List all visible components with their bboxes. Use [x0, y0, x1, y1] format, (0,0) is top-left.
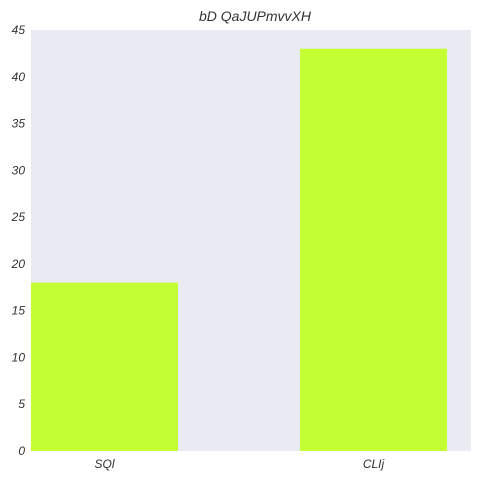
y-tick-label: 5	[18, 397, 25, 411]
y-tick-label: 35	[12, 117, 26, 131]
bar-sql	[31, 282, 178, 451]
bar-clij	[300, 48, 447, 451]
y-tick-label: 0	[18, 444, 25, 458]
y-tick-label: 20	[11, 257, 26, 271]
x-tick-label: CLIj	[363, 457, 385, 471]
x-axis-ticks: SQl CLIj	[94, 457, 384, 471]
y-tick-label: 10	[12, 350, 26, 364]
y-tick-label: 30	[12, 163, 26, 177]
y-tick-label: 40	[12, 70, 26, 84]
y-tick-label: 15	[12, 304, 26, 318]
chart-title: bD QaJUPmvvXH	[199, 8, 312, 24]
y-tick-label: 45	[12, 23, 26, 37]
x-tick-label: SQl	[94, 457, 114, 471]
y-tick-label: 25	[11, 210, 26, 224]
bars-group	[31, 48, 447, 451]
y-axis-ticks: 0 5 10 15 20 25 30 35 40 45	[11, 23, 26, 458]
